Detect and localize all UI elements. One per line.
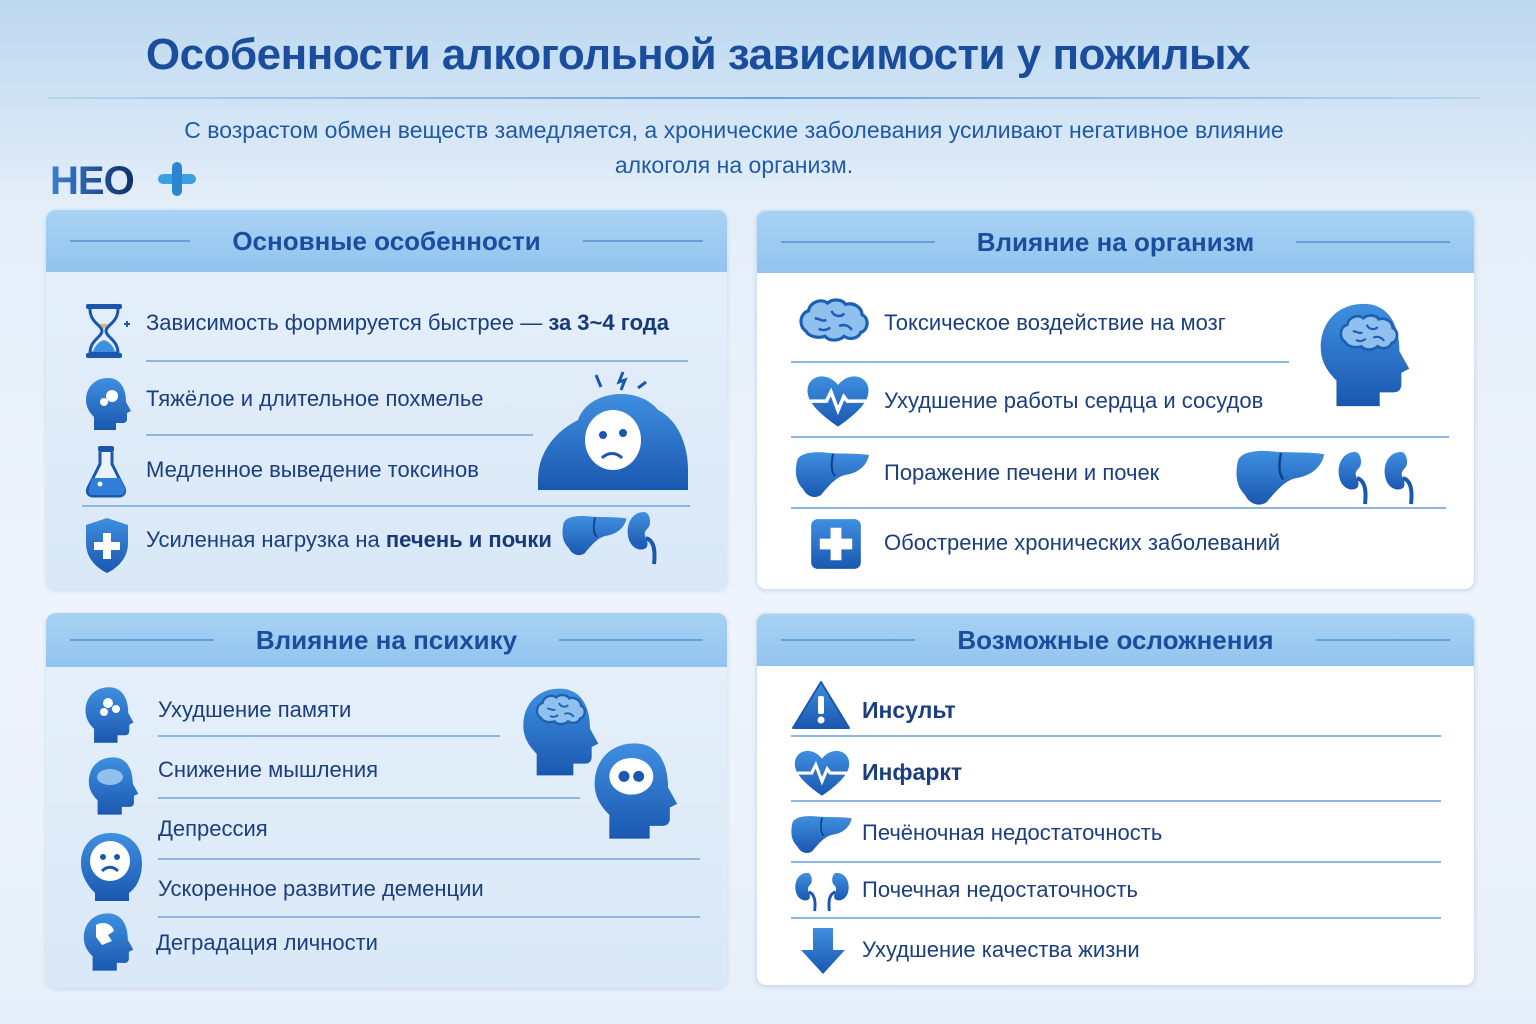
list-item: Токсическое воздействие на мозг: [884, 310, 1226, 335]
panel-title: Влияние на организм: [976, 226, 1255, 257]
divider: [791, 361, 1289, 363]
divider: [158, 858, 700, 860]
flask-icon: [85, 446, 127, 498]
panel-header: Влияние на психику: [46, 613, 727, 667]
kidney-icon: [624, 508, 664, 568]
title-divider: [48, 97, 1480, 99]
sad-face-icon: [81, 833, 142, 901]
panel-header: Основные особенности: [46, 210, 727, 272]
list-item: Зависимость формируется быстрее — за 3~4…: [146, 310, 669, 335]
divider: [791, 861, 1441, 863]
list-item: Деградация личности: [156, 930, 378, 955]
subtitle-line-1: С возрастом обмен веществ замедляется, а…: [184, 117, 1284, 143]
list-item: Тяжёлое и длительное похмелье: [146, 386, 484, 411]
panel-main-features: Основные особенности Зависимость формиру…: [46, 210, 727, 590]
medical-cross-icon: [809, 517, 863, 571]
liver-icon: [789, 812, 855, 856]
subtitle-line-2: алкоголя на организм.: [614, 152, 854, 178]
divider: [791, 436, 1449, 438]
headache-person-illustration: [538, 371, 688, 490]
liver-icon: [1233, 447, 1329, 507]
list-item: Ухудшение качества жизни: [862, 937, 1140, 962]
panel-title: Возможные осложнения: [957, 624, 1274, 655]
divider: [791, 735, 1441, 737]
divider: [146, 434, 533, 436]
list-item: Инфаркт: [862, 759, 963, 785]
list-item: Снижение мышления: [158, 757, 379, 782]
head-icon: [78, 374, 138, 434]
panel-complications: Возможные осложнения Инсульт Инфаркт Печ…: [756, 613, 1475, 986]
panel-body-impact: Влияние на организм Токсическое воздейст…: [756, 210, 1475, 590]
head-brain-illustration: [1305, 293, 1423, 417]
panel-title: Основные особенности: [232, 225, 541, 256]
panel-header: Возможные осложнения: [757, 614, 1474, 666]
list-item: Депрессия: [158, 816, 268, 841]
head-cloud-illustration: [580, 735, 690, 847]
list-item: Инсульт: [862, 697, 956, 723]
head-cloud-icon: [80, 753, 146, 819]
brain-icon: [795, 293, 873, 349]
page-title: Особенности алкогольной зависимости у по…: [145, 30, 1251, 79]
svg-text:НЕО: НЕО: [50, 160, 134, 200]
kidneys-icon: [793, 871, 851, 913]
list-item: Обострение хронических заболеваний: [884, 530, 1281, 555]
divider: [791, 917, 1441, 919]
liver-icon: [793, 449, 873, 499]
list-item: Ухудшение работы сердца и сосудов: [884, 388, 1264, 413]
panel-header: Влияние на организм: [757, 211, 1474, 273]
divider: [158, 797, 580, 799]
divider: [791, 507, 1446, 509]
heart-pulse-icon: [791, 746, 853, 798]
list-item: Медленное выведение токсинов: [146, 457, 479, 482]
heart-pulse-icon: [803, 371, 873, 429]
list-item: Почечная недостаточность: [862, 877, 1138, 902]
arrow-down-icon: [801, 928, 845, 974]
kidney-icon: [1335, 447, 1375, 509]
divider: [158, 735, 500, 737]
head-broken-icon: [74, 909, 142, 975]
list-item: Поражение печени и почек: [884, 460, 1160, 485]
divider: [82, 505, 690, 507]
liver-icon: [560, 510, 630, 560]
shield-cross-icon: [86, 518, 128, 573]
panel-title: Влияние на психику: [255, 624, 518, 655]
list-item: Ускоренное развитие деменции: [158, 876, 484, 901]
panel-psyche-impact: Влияние на психику Ухудшение памяти Сниж…: [46, 613, 727, 988]
list-item: Печёночная недостаточность: [862, 820, 1163, 845]
logo: НЕО: [50, 159, 200, 205]
warning-icon: [792, 681, 850, 729]
divider: [158, 916, 700, 918]
divider: [146, 360, 688, 362]
list-item: Усиленная нагрузка на печень и почки: [146, 527, 552, 552]
divider: [791, 800, 1441, 802]
list-item: Ухудшение памяти: [158, 697, 352, 722]
head-memory-icon: [76, 683, 142, 747]
hourglass-icon: [86, 304, 130, 358]
kidney-icon: [1381, 447, 1421, 509]
